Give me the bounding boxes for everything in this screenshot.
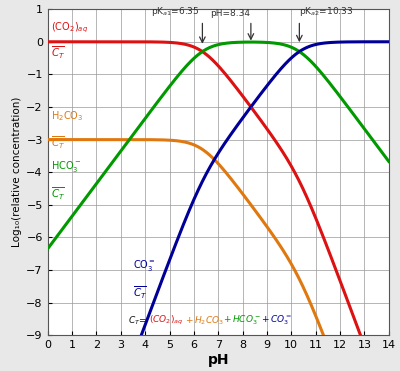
Text: $+\,H_2CO_3$: $+\,H_2CO_3$: [185, 314, 224, 327]
Text: $+\,HCO_3^-$: $+\,HCO_3^-$: [223, 314, 261, 327]
Text: $(\mathrm{CO_2})_{aq}$: $(\mathrm{CO_2})_{aq}$: [51, 20, 88, 35]
Text: $+\,CO_3^=$: $+\,CO_3^=$: [261, 314, 292, 327]
Text: $\overline{C_T}$: $\overline{C_T}$: [51, 185, 66, 202]
Text: pK$_{a2}$=10.33: pK$_{a2}$=10.33: [299, 5, 354, 18]
Text: pH=8.34: pH=8.34: [210, 9, 250, 18]
Text: $(CO_2)_{aq}$: $(CO_2)_{aq}$: [149, 314, 183, 327]
Text: pK$_{a1}$=6.35: pK$_{a1}$=6.35: [151, 5, 200, 18]
Text: $\mathrm{HCO_3^-}$: $\mathrm{HCO_3^-}$: [51, 159, 82, 174]
Text: $\overline{C_T}$: $\overline{C_T}$: [51, 45, 66, 61]
Text: $\mathrm{H_2CO_3}$: $\mathrm{H_2CO_3}$: [51, 109, 84, 123]
Text: $\overline{C_T}$: $\overline{C_T}$: [133, 285, 147, 301]
Text: $\overline{C_T}$: $\overline{C_T}$: [51, 135, 66, 151]
Text: $\mathrm{CO_3^=}$: $\mathrm{CO_3^=}$: [133, 258, 156, 273]
Y-axis label: Log₁₀(relative concentration): Log₁₀(relative concentration): [12, 97, 22, 247]
X-axis label: pH: pH: [208, 353, 229, 367]
Text: $C_T\!=\!$: $C_T\!=\!$: [128, 314, 147, 327]
